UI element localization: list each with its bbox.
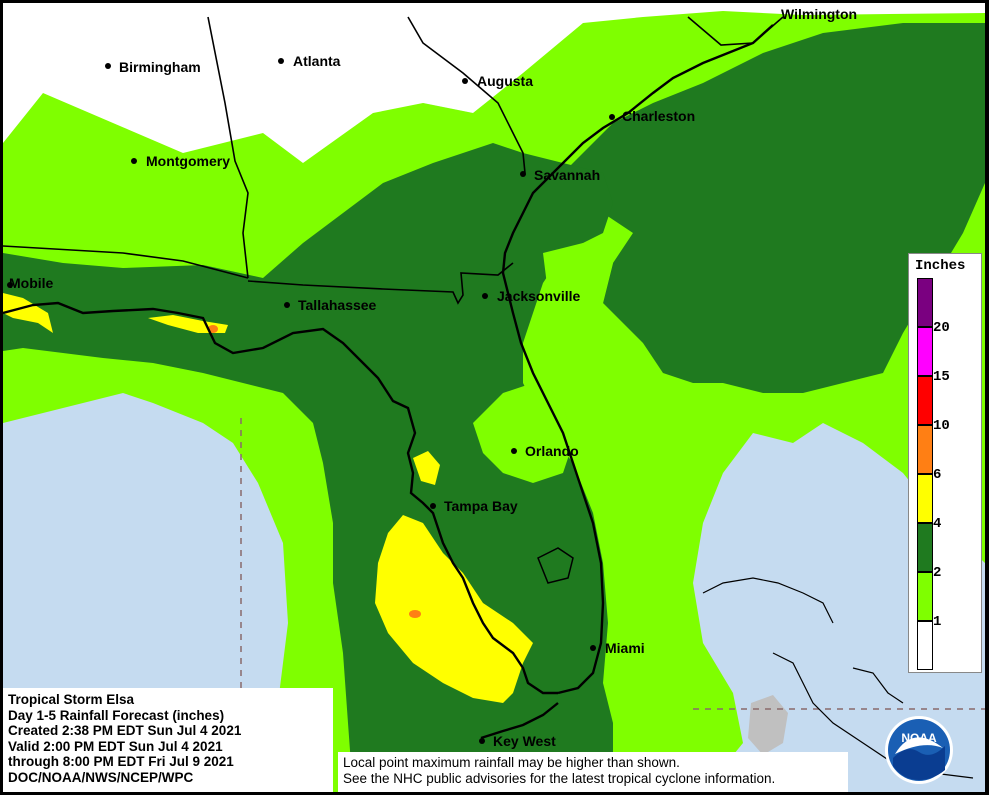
forecast-title: Day 1-5 Rainfall Forecast (inches): [8, 707, 225, 723]
city-label-savannah: Savannah: [534, 167, 601, 183]
rain-zone-4in-swfl: [375, 515, 533, 703]
rain-zone-6in-swfl: [409, 610, 421, 618]
border-ms-al-fl: [3, 245, 249, 279]
disclaimer-line-1: Local point maximum rainfall may be high…: [343, 755, 680, 770]
state-borders: [3, 16, 784, 305]
coastlines: [3, 24, 774, 740]
city-dot-augusta: [462, 78, 468, 84]
rainfall-map: [3, 3, 985, 792]
city-dot-miami: [590, 645, 596, 651]
created-time: Created 2:38 PM EDT Sun Jul 4 2021: [8, 723, 242, 738]
noaa-logo-wave: [893, 746, 945, 780]
city-label-tallahassee: Tallahassee: [298, 297, 377, 313]
legend-swatch-10: [917, 376, 933, 425]
legend-label-1: 1: [933, 614, 942, 630]
city-label-birmingham: Birmingham: [119, 59, 201, 75]
legend-label-10: 10: [933, 418, 950, 434]
city-dot-orlando: [511, 448, 517, 454]
valid-start: Valid 2:00 PM EDT Sun Jul 4 2021: [8, 738, 223, 754]
legend-swatch-15: [917, 327, 933, 376]
city-label-miami: Miami: [605, 640, 645, 656]
border-fl-ga: [247, 262, 514, 305]
city-dot-savannah: [520, 171, 526, 177]
city-dot-atlanta: [278, 58, 284, 64]
city-dot-montgomery: [131, 158, 137, 164]
legend-title: Inches: [915, 258, 966, 274]
city-dot-mobile: [7, 282, 13, 288]
legend-label-20: 20: [933, 320, 950, 336]
city-label-wilmington: Wilmington: [781, 6, 858, 22]
city-label-orlando: Orlando: [525, 443, 579, 459]
source-agency: DOC/NOAA/NWS/NCEP/WPC: [8, 769, 194, 785]
storm-name: Tropical Storm Elsa: [8, 692, 135, 707]
forecast-info-box: Tropical Storm Elsa Day 1-5 Rainfall For…: [3, 688, 333, 792]
city-dot-tallahassee: [284, 302, 290, 308]
disclaimer-line-2: See the NHC public advisories for the la…: [343, 771, 776, 786]
bahamas-land: [748, 695, 788, 755]
gulf-coastline: [3, 301, 558, 695]
legend-label-2: 2: [933, 565, 942, 581]
noaa-logo: NOAA: [885, 716, 953, 784]
rain-zone-4in-tampa-north: [413, 451, 440, 485]
legend-label-4: 4: [933, 516, 942, 532]
city-label-key-west: Key West: [493, 733, 556, 749]
city-label-augusta: Augusta: [477, 73, 533, 89]
lake-okeechobee: [537, 547, 574, 584]
city-dot-key-west: [479, 738, 485, 744]
rain-zone-4in-mobile: [3, 293, 53, 333]
legend-swatch-6: [917, 425, 933, 474]
legend-swatch-20: [917, 278, 933, 327]
rain-zone-1in-east-fl: [543, 243, 613, 313]
border-al-ga: [207, 16, 249, 279]
legend-swatch-4: [917, 474, 933, 523]
florida-keys: [480, 702, 559, 740]
atlantic-coastline: [501, 24, 774, 695]
border-ga-sc: [407, 16, 526, 174]
noaa-logo-bird: [895, 737, 943, 754]
city-label-atlanta: Atlanta: [293, 53, 341, 69]
legend-swatch-0: [917, 621, 933, 670]
bahamas-north: [702, 577, 834, 624]
city-dot-tampa-bay: [430, 503, 436, 509]
bahamas-east: [852, 667, 904, 704]
rain-zone-2in-atlantic: [563, 23, 985, 393]
valid-end: through 8:00 PM EDT Fri Jul 9 2021: [8, 754, 234, 769]
city-dot-charleston: [609, 114, 615, 120]
legend-label-15: 15: [933, 369, 950, 385]
city-label-tampa-bay: Tampa Bay: [444, 498, 518, 514]
legend-label-6: 6: [933, 467, 942, 483]
legend-swatch-1: [917, 572, 933, 621]
city-dot-jacksonville: [482, 293, 488, 299]
map-area: Wilmington Birmingham Atlanta Augusta Ch…: [3, 3, 985, 792]
noaa-logo-text: NOAA: [901, 731, 937, 745]
rain-zone-1in-central-fl: [473, 383, 573, 483]
city-label-charleston: Charleston: [622, 108, 696, 124]
city-label-montgomery: Montgomery: [146, 153, 230, 169]
disclaimer-box: Local point maximum rainfall may be high…: [338, 752, 848, 792]
city-dot-birmingham: [105, 63, 111, 69]
city-label-jacksonville: Jacksonville: [497, 288, 581, 304]
rainfall-legend: Inches 20 15 10 6 4 2 1: [908, 253, 982, 673]
legend-swatch-2: [917, 523, 933, 572]
city-label-mobile: Mobile: [9, 275, 54, 291]
